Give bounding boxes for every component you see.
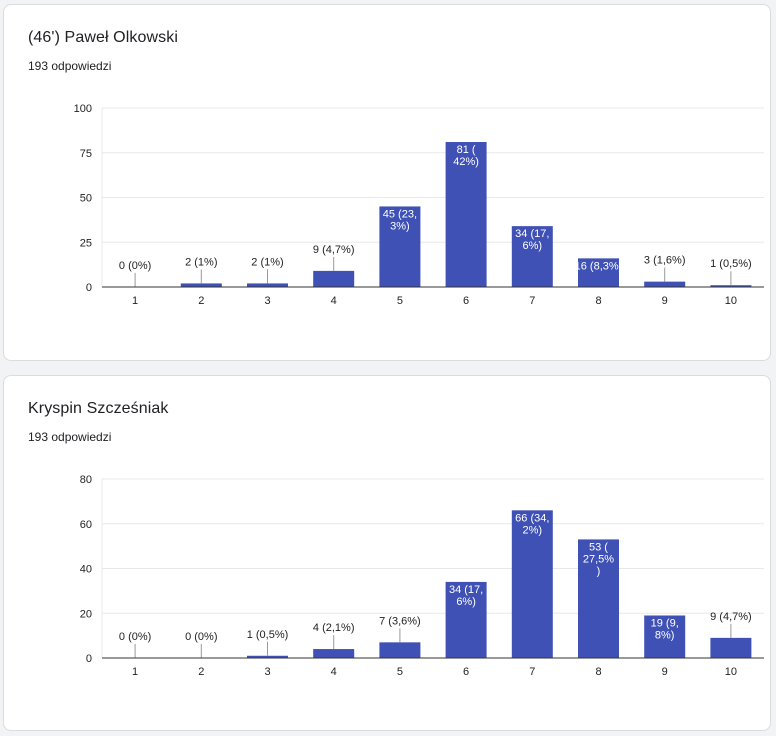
- y-tick-label: 80: [80, 474, 92, 486]
- data-label: 2 (1%): [251, 256, 283, 268]
- bar[interactable]: [710, 637, 752, 658]
- x-tick-label: 8: [595, 295, 601, 307]
- data-label: 9 (4,7%): [710, 611, 752, 623]
- bar[interactable]: [644, 615, 686, 658]
- data-label: 0 (0%): [119, 260, 151, 272]
- data-label: 4 (2,1%): [313, 622, 355, 634]
- bar[interactable]: [247, 655, 288, 658]
- x-tick-label: 2: [198, 666, 204, 678]
- question-title: Kryspin Szcześniak: [28, 400, 169, 417]
- data-label: 19 (9, 8%): [651, 617, 679, 641]
- bar[interactable]: [379, 642, 421, 658]
- question-card-1: (46') Paweł Olkowski 193 odpowiedzi 0 25 5…: [3, 4, 771, 361]
- data-label: 16 (8,3%): [575, 260, 623, 272]
- y-tick-label: 25: [80, 237, 92, 249]
- bar[interactable]: [578, 539, 619, 658]
- question-card-2: Kryspin Szcześniak 193 odpowiedzi 0 20 40 6…: [3, 375, 771, 731]
- bar[interactable]: [578, 258, 619, 287]
- data-label: 34 (17, 6%): [449, 584, 483, 608]
- data-label: 9 (4,7%): [313, 244, 355, 256]
- x-tick-label: 8: [595, 666, 601, 678]
- x-tick-label: 6: [463, 666, 469, 678]
- y-tick-label: 75: [80, 148, 92, 160]
- data-label: 1 (0,5%): [710, 258, 752, 270]
- response-count: 193 odpowiedzi: [28, 59, 112, 73]
- x-tick-label: 3: [264, 666, 270, 678]
- x-tick-label: 3: [264, 295, 270, 307]
- question-title: (46') Paweł Olkowski: [28, 29, 178, 46]
- data-label: 2 (1%): [185, 256, 217, 268]
- bar[interactable]: [511, 510, 553, 658]
- data-label: 45 (23, 3%): [383, 208, 417, 232]
- data-label: 1 (0,5%): [247, 629, 289, 641]
- bar[interactable]: [379, 206, 421, 287]
- y-tick-label: 20: [80, 608, 92, 620]
- data-label: 0 (0%): [185, 631, 217, 643]
- y-tick-label: 100: [74, 103, 92, 115]
- bar[interactable]: [511, 226, 553, 287]
- bar[interactable]: [180, 283, 222, 287]
- x-tick-label: 2: [198, 295, 204, 307]
- x-tick-label: 1: [132, 666, 138, 678]
- x-tick-label: 4: [331, 295, 337, 307]
- data-label: 66 (34, 2%): [515, 512, 549, 536]
- y-tick-label: 40: [80, 564, 92, 576]
- y-tick-label: 60: [80, 519, 92, 531]
- data-label: 34 (17, 6%): [515, 228, 549, 252]
- bar[interactable]: [710, 285, 752, 287]
- x-tick-label: 4: [331, 666, 337, 678]
- x-tick-label: 10: [725, 295, 737, 307]
- y-tick-label: 0: [86, 653, 92, 665]
- x-tick-label: 7: [529, 666, 535, 678]
- bar[interactable]: [247, 283, 288, 287]
- bar[interactable]: [313, 649, 355, 658]
- x-tick-label: 5: [397, 295, 403, 307]
- data-label: 53 (27,5%): [583, 541, 614, 577]
- data-label: 81 (42%): [453, 144, 479, 168]
- x-tick-label: 10: [725, 666, 737, 678]
- response-count: 193 odpowiedzi: [28, 430, 112, 444]
- x-tick-label: 1: [132, 295, 138, 307]
- bar[interactable]: [644, 281, 686, 287]
- data-label: 3 (1,6%): [644, 255, 686, 267]
- bar-chart: 0 20 40 60 80 0 (0%) 1 0 (0%) 2 1 (0,5%) 3 4 (2,1%)…: [80, 474, 764, 678]
- x-tick-label: 7: [529, 295, 535, 307]
- y-tick-label: 50: [80, 193, 92, 205]
- x-tick-label: 5: [397, 666, 403, 678]
- x-tick-label: 9: [662, 295, 668, 307]
- y-tick-label: 0: [86, 282, 92, 294]
- bar[interactable]: [445, 581, 487, 658]
- x-tick-label: 9: [662, 666, 668, 678]
- bar[interactable]: [445, 142, 487, 287]
- x-tick-label: 6: [463, 295, 469, 307]
- bar[interactable]: [313, 270, 355, 287]
- data-label: 7 (3,6%): [379, 615, 421, 627]
- data-label: 0 (0%): [119, 631, 151, 643]
